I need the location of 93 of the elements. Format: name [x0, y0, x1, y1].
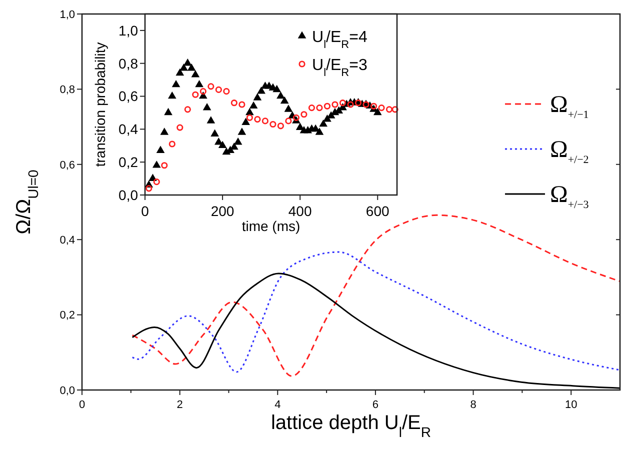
point	[316, 104, 323, 112]
point	[277, 122, 284, 130]
line-series	[132, 251, 621, 373]
y-tick-label: 0,4	[60, 234, 75, 246]
point	[238, 101, 246, 108]
x-tick-label: 8	[470, 399, 476, 411]
point	[172, 80, 180, 88]
point	[168, 91, 176, 99]
x-tick-label: 0	[141, 203, 150, 219]
point	[218, 140, 227, 148]
point	[276, 91, 285, 99]
point	[246, 114, 253, 121]
x-tick-label: 0	[78, 399, 86, 411]
y-tick-label: 0,6	[60, 159, 75, 172]
point	[378, 104, 385, 112]
x-tick-label: 400	[288, 203, 312, 219]
point	[176, 68, 184, 76]
point	[208, 83, 214, 90]
point	[315, 128, 324, 135]
x-tick-label: 2	[176, 399, 183, 411]
point	[176, 124, 184, 131]
y-tick-label: 0,2	[60, 310, 75, 322]
point	[200, 88, 206, 95]
point	[206, 116, 216, 124]
point	[210, 129, 219, 137]
point	[319, 119, 328, 127]
point	[285, 118, 292, 124]
point	[370, 102, 378, 110]
point	[146, 185, 152, 192]
point	[280, 96, 289, 104]
point	[238, 128, 246, 135]
point	[160, 128, 169, 135]
point	[300, 111, 308, 118]
y-tick-label: 1,0	[60, 8, 75, 21]
point	[262, 118, 268, 124]
point	[152, 160, 161, 168]
legend-label: U$_{l}$/E$_{R}$=3	[312, 57, 368, 79]
point	[168, 140, 176, 148]
legend-label: Ω$_{+/−3}$	[550, 182, 590, 211]
y-tick-label: 0,8	[60, 84, 75, 96]
point	[373, 108, 382, 116]
y-axis-title: transition probability	[92, 42, 108, 167]
point	[284, 104, 293, 112]
point	[253, 93, 262, 100]
point	[339, 100, 346, 106]
x-axis-title: lattice depth U$_{l}$/E$_{R}$	[270, 412, 432, 440]
point	[183, 58, 192, 66]
point	[332, 101, 338, 108]
y-tick-label: 0,8	[118, 55, 138, 72]
y-tick-label: 0,4	[118, 121, 138, 138]
point	[254, 116, 261, 123]
point	[324, 102, 331, 110]
point	[180, 63, 188, 71]
legend-label: Ω$_{+/−1}$	[550, 92, 589, 121]
point	[153, 178, 160, 186]
point	[192, 91, 199, 98]
point	[308, 104, 316, 112]
point	[230, 142, 238, 150]
point	[230, 100, 238, 106]
point	[161, 162, 168, 169]
point	[202, 102, 212, 110]
point	[386, 106, 393, 113]
point	[187, 63, 196, 71]
x-tick-label: 200	[210, 203, 234, 219]
point	[292, 114, 300, 121]
y-tick-label: 0,2	[118, 154, 138, 170]
point	[184, 106, 191, 113]
point	[347, 101, 354, 108]
point	[272, 84, 281, 92]
point	[246, 108, 254, 116]
x-tick-label: 4	[274, 399, 281, 411]
point	[242, 118, 250, 126]
point	[191, 70, 200, 78]
line-series	[132, 272, 621, 389]
y-tick-label: 1,0	[118, 22, 138, 38]
point	[195, 80, 204, 88]
point	[156, 146, 165, 153]
point	[392, 106, 398, 113]
point	[215, 86, 222, 93]
x-tick-label: 6	[372, 399, 379, 411]
x-tick-label: 600	[366, 203, 390, 219]
y-tick-label: 0,0	[118, 186, 138, 203]
x-tick-label: 10	[564, 399, 578, 411]
y-tick-label: 0,0	[60, 384, 75, 397]
legend-label: U$_{l}$/E$_{R}$=4	[312, 29, 368, 51]
point	[223, 88, 230, 95]
legend-label: Ω$_{+/−2}$	[550, 137, 589, 166]
point	[249, 101, 258, 109]
y-tick-label: 0,6	[118, 88, 138, 104]
x-axis-title: time (ms)	[242, 218, 300, 234]
point	[234, 138, 242, 145]
point	[270, 120, 276, 128]
point	[164, 108, 172, 116]
